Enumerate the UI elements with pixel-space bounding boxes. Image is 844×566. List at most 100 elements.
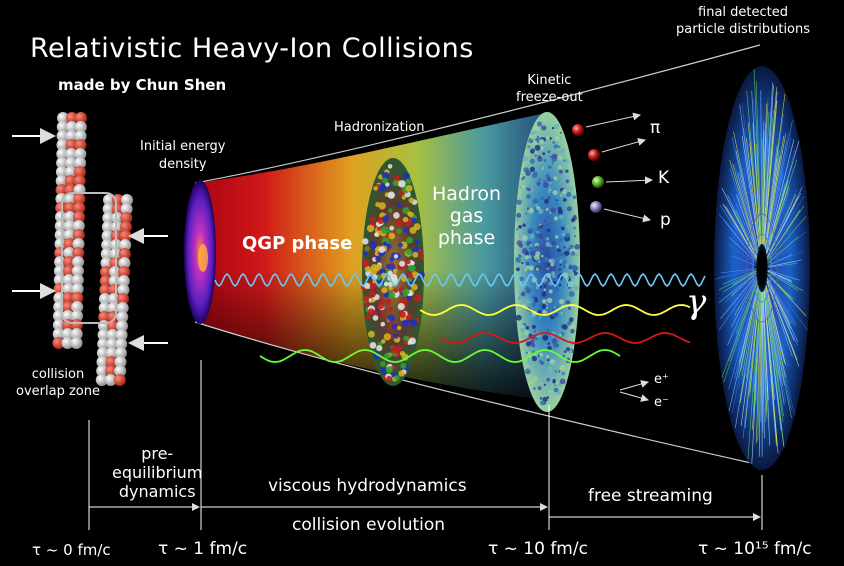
hadron-particle xyxy=(381,339,386,344)
nucleon xyxy=(62,292,75,304)
freezeout-speck xyxy=(560,161,564,165)
hadron-particle xyxy=(382,177,389,184)
freezeout-speck xyxy=(545,354,550,358)
nucleon xyxy=(101,230,114,242)
freezeout-speck xyxy=(573,226,576,230)
freezeout-speck xyxy=(573,285,579,291)
detector-track xyxy=(718,213,757,262)
detector-track xyxy=(765,286,792,410)
pion-label: π xyxy=(650,118,661,138)
freezeout-speck xyxy=(529,300,532,304)
freezeout-speck xyxy=(525,261,530,266)
nucleon xyxy=(64,202,77,214)
nucleon xyxy=(108,284,121,296)
freezeout-speck xyxy=(527,217,529,220)
hadron-particle xyxy=(388,285,394,291)
hadron-particle xyxy=(410,319,418,327)
detector-track xyxy=(767,231,807,264)
time-tick-0: τ ~ 0 fm/c xyxy=(32,541,111,559)
hadron-particle xyxy=(364,300,371,307)
freezeout-speck xyxy=(524,268,528,272)
freezeout-speck xyxy=(539,396,543,400)
hadron-particle xyxy=(403,172,411,180)
detector-track xyxy=(722,270,757,285)
nucleon xyxy=(120,203,133,215)
hadron-particle xyxy=(387,270,393,276)
freezeout-speck xyxy=(528,227,534,233)
freezeout-speck xyxy=(539,285,543,289)
hadron-particle xyxy=(376,345,383,352)
freezeout-speck xyxy=(522,176,526,179)
hadron-particle xyxy=(412,251,419,258)
freezeout-speck xyxy=(553,286,559,292)
freezeout-speck xyxy=(548,289,553,294)
detector-track xyxy=(753,99,762,245)
detector-track xyxy=(765,287,785,405)
kaon-ball xyxy=(592,176,604,188)
detector-track xyxy=(739,285,759,364)
detector-track xyxy=(767,270,791,284)
nucleon xyxy=(73,166,86,178)
freezeout-speck xyxy=(516,212,522,218)
freezeout-speck xyxy=(559,333,562,337)
freezeout-speck xyxy=(531,355,537,362)
hadron-particle xyxy=(418,253,425,259)
hadron-particle xyxy=(397,303,405,310)
freezeout-speck xyxy=(552,362,558,368)
nucleon xyxy=(70,337,83,349)
freezeout-speck xyxy=(563,373,566,376)
freezeout-speck xyxy=(549,258,556,264)
hadron-particle xyxy=(364,246,370,252)
freezeout-speck xyxy=(529,243,533,248)
freezeout-speck xyxy=(525,170,531,176)
hadron-particle xyxy=(389,263,396,270)
nucleon xyxy=(73,175,86,187)
nucleon xyxy=(62,301,75,313)
freezeout-speck xyxy=(571,286,575,290)
freezeout-speck xyxy=(542,309,547,315)
detector-track xyxy=(720,274,757,319)
hadron-particle xyxy=(388,291,396,299)
freezeout-speck xyxy=(569,244,574,249)
hadron-particle xyxy=(366,224,375,233)
detector-track xyxy=(767,277,793,325)
hadron-particle xyxy=(380,367,387,374)
nucleon xyxy=(114,347,127,359)
freezeout-speck xyxy=(556,306,560,309)
nucleon xyxy=(54,256,67,268)
freezeout-speck xyxy=(558,169,564,174)
nucleon xyxy=(97,338,110,350)
freezeout-speck xyxy=(520,335,524,338)
detector-track xyxy=(762,291,770,446)
time-tick-10: τ ~ 10 fm/c xyxy=(488,539,588,559)
detector-track xyxy=(767,270,792,281)
freezeout-speck xyxy=(534,246,540,252)
detector-track xyxy=(760,90,763,244)
hadron-particle xyxy=(393,288,399,293)
hadron-particle xyxy=(399,311,406,318)
freezeout-speck xyxy=(524,330,530,336)
hadron-particle xyxy=(382,241,388,246)
freezeout-speck xyxy=(570,317,574,321)
freezeout-speck xyxy=(548,259,552,263)
hadron-particle xyxy=(398,180,406,188)
hadron-particle xyxy=(375,202,381,207)
nucleon xyxy=(62,265,75,277)
hadron-particle xyxy=(402,292,408,297)
detector-track xyxy=(747,291,761,460)
photon-wave xyxy=(214,272,706,288)
hadron-particle xyxy=(378,202,386,210)
nucleon xyxy=(71,292,84,304)
nucleon xyxy=(101,221,114,233)
freezeout-speck xyxy=(539,146,544,151)
freezeout-speck xyxy=(546,216,550,219)
nucleon xyxy=(74,121,87,133)
detector-track xyxy=(723,281,758,383)
freezeout-speck xyxy=(573,214,577,218)
freezeout-speck xyxy=(515,218,520,223)
detector-track xyxy=(767,276,797,325)
freezeout-speck xyxy=(530,131,535,136)
detector-track xyxy=(733,210,758,258)
hadron-particle xyxy=(371,309,378,315)
hadron-particle xyxy=(377,303,384,310)
